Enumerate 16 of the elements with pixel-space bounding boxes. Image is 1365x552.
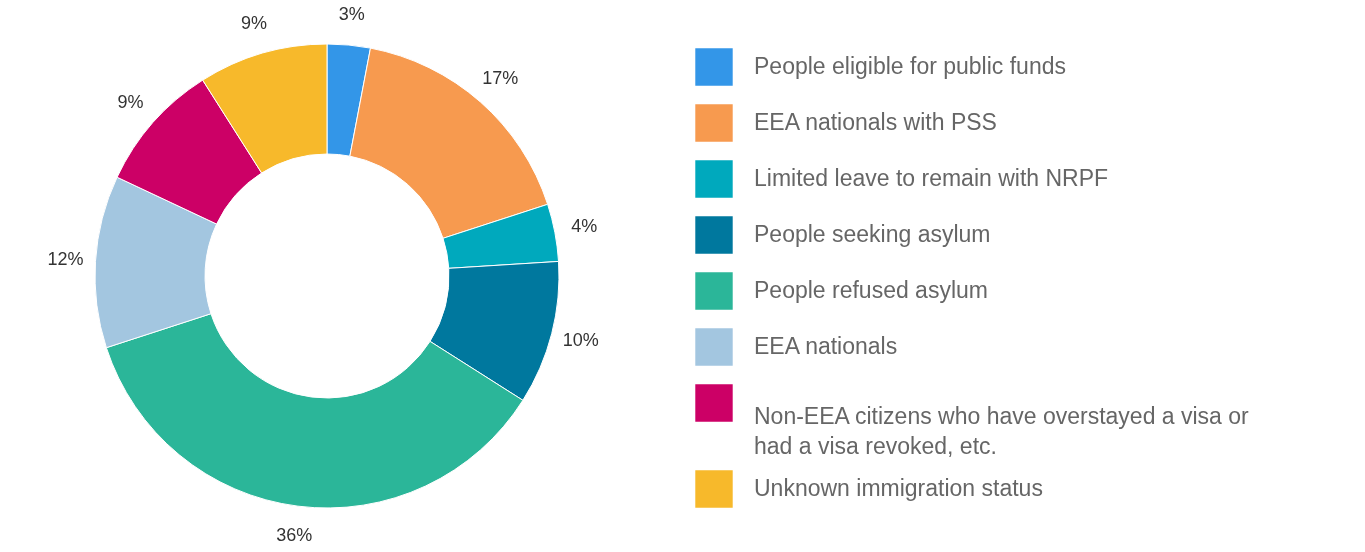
legend-label: People seeking asylum bbox=[754, 221, 991, 247]
legend-label: Non-EEA citizens who have overstayed a visa or had a visa revoked, etc. bbox=[754, 403, 1250, 459]
legend-label: EEA nationals with PSS bbox=[754, 109, 997, 135]
legend-label: People refused asylum bbox=[754, 277, 988, 303]
data-label: 36% bbox=[276, 524, 313, 545]
data-label: 17% bbox=[482, 68, 519, 89]
legend-label: Limited leave to remain with NRPF bbox=[754, 165, 1109, 191]
data-label: 12% bbox=[47, 248, 84, 269]
legend-label: Unknown immigration status bbox=[754, 475, 1043, 501]
data-label: 9% bbox=[117, 91, 144, 112]
data-label: 9% bbox=[240, 13, 267, 34]
data-label: 10% bbox=[562, 330, 599, 351]
data-label: 3% bbox=[338, 4, 365, 25]
legend-label: EEA nationals bbox=[754, 333, 898, 359]
data-label: 4% bbox=[571, 215, 598, 236]
legend-label: People eligible for public funds bbox=[754, 53, 1066, 79]
